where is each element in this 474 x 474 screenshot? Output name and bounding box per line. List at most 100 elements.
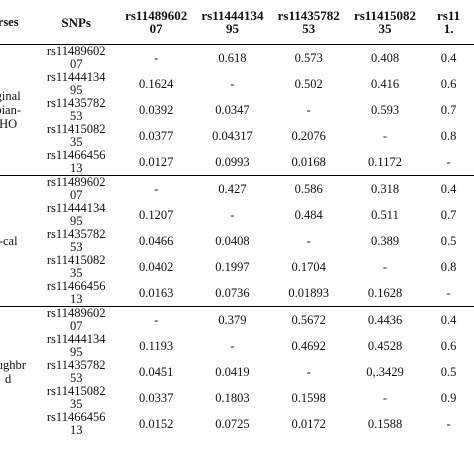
value-cell: - — [154, 312, 159, 327]
value-cell: 0.04317 — [212, 128, 253, 143]
value-cell: 0.4 — [440, 181, 457, 196]
value-cell: 0.1628 — [367, 285, 403, 300]
value-cell: 0.5 — [440, 364, 457, 379]
value-cell: 0.1704 — [291, 259, 326, 274]
value-cell: 0.4436 — [367, 312, 403, 327]
ld-table-container: rses SNPs rs11489602 07 rs11444134 95 rs11… — [0, 0, 474, 438]
table-row: rs11444134 95 0.1624 - 0.502 0.416 0.6 — [0, 71, 474, 97]
value-cell: 0.8 — [440, 259, 457, 274]
header-col: rs11489602 07 — [125, 8, 188, 36]
header-col: rs11435782 53 — [277, 8, 340, 36]
value-cell: 0.408 — [370, 50, 400, 65]
value-cell: 0.0163 — [138, 285, 174, 300]
value-cell: 0.0152 — [138, 416, 174, 431]
header-snps: SNPs — [61, 14, 91, 30]
value-cell: 0.427 — [218, 181, 247, 196]
value-cell: 0.0168 — [291, 154, 326, 169]
value-cell: - — [306, 364, 311, 379]
value-cell: 0.1997 — [215, 259, 250, 274]
value-cell: 0.0419 — [215, 364, 250, 379]
value-cell: 0.1588 — [367, 416, 403, 431]
snp-cell: rs11466456 13 — [46, 148, 106, 175]
snp-cell: rs11466456 13 — [46, 279, 106, 306]
header-col: rs11 1. — [437, 8, 461, 36]
value-cell: - — [446, 285, 451, 300]
value-cell: 0.0402 — [138, 259, 174, 274]
value-cell: 0.0993 — [215, 154, 250, 169]
value-cell: 0.4528 — [367, 338, 403, 353]
value-cell: 0.6 — [440, 338, 457, 353]
header-col: rs11415082 35 — [353, 8, 417, 36]
value-cell: 0.389 — [370, 233, 400, 248]
value-cell: 0.0736 — [215, 285, 250, 300]
header-col: rs11444134 95 — [201, 8, 264, 36]
value-cell: - — [154, 181, 159, 196]
value-cell: - — [230, 207, 235, 222]
snp-cell: rs11444134 95 — [46, 332, 106, 359]
table-row: rs11415082 35 0.0377 0.04317 0.2076 - 0.8 — [0, 123, 474, 149]
value-cell: 0.593 — [370, 102, 400, 117]
table-row: -cal rs11489602 07 - 0.427 0.586 0.318 0.4 — [0, 176, 474, 249]
value-cell: 0.0451 — [138, 364, 174, 379]
value-cell: 0.0392 — [138, 102, 174, 117]
value-cell: - — [154, 50, 159, 65]
snp-cell: rs11444134 95 — [46, 70, 106, 97]
value-cell: 0.1207 — [138, 207, 174, 222]
value-cell: 0.0347 — [215, 102, 250, 117]
value-cell: - — [382, 390, 388, 405]
table-row: rs11466456 13 0.0163 0.0736 0.01893 0.1628 - — [0, 280, 474, 307]
header-breed: rses — [0, 15, 19, 29]
table-row: rs11466456 13 0.0152 0.0725 0.0172 0.1588 - — [0, 411, 474, 437]
snp-cell: rs11435782 53 — [46, 96, 106, 123]
value-cell: 0.318 — [370, 181, 400, 196]
value-cell: 0.573 — [294, 50, 323, 65]
value-cell: 0.0127 — [138, 154, 174, 169]
value-cell: 0.1598 — [291, 390, 326, 405]
value-cell: - — [446, 416, 451, 431]
table-row: rs11444134 95 0.1207 - 0.484 0.511 0.7 — [0, 202, 474, 228]
table-row: rs11415082 35 0.0402 0.1997 0.1704 - 0.8 — [0, 254, 474, 280]
value-cell: 0.0725 — [215, 416, 250, 431]
value-cell: 0.511 — [371, 207, 399, 222]
snp-cell: rs11435782 53 — [46, 227, 106, 254]
value-cell: 0.484 — [294, 207, 323, 222]
value-cell: 0.0172 — [291, 416, 326, 431]
value-cell: - — [382, 128, 388, 143]
value-cell: 0.1624 — [138, 76, 174, 91]
table-row: rs11435782 53 0.0451 0.0419 - 0,.3429 0.5 — [0, 359, 474, 385]
snp-cell: rs11435782 53 — [46, 358, 106, 385]
value-cell: 0.1803 — [215, 390, 250, 405]
value-cell: 0.5672 — [291, 312, 326, 327]
value-cell: 0.379 — [218, 312, 247, 327]
value-cell: - — [306, 102, 311, 117]
value-cell: 0.1193 — [139, 338, 174, 353]
value-cell: 0.586 — [294, 181, 323, 196]
value-cell: 0.7 — [440, 102, 457, 117]
value-cell: 0.618 — [218, 50, 247, 65]
header-row: rses SNPs rs11489602 07 rs11444134 95 rs11… — [0, 0, 474, 45]
value-cell: - — [230, 338, 235, 353]
value-cell: 0.1172 — [368, 154, 402, 169]
snp-cell: rs11415082 35 — [46, 253, 106, 280]
breed-cell: ginalbian-HO — [0, 89, 22, 131]
table-row: rs11435782 53 0.0392 0.0347 - 0.593 0.7 — [0, 97, 474, 123]
value-cell: 0.7 — [440, 207, 457, 222]
snp-cell: rs11415082 35 — [46, 122, 106, 149]
value-cell: - — [382, 259, 388, 274]
value-cell: - — [306, 233, 311, 248]
value-cell: 0.01893 — [288, 285, 330, 300]
breed-cell: oughbrd — [0, 358, 26, 386]
value-cell: 0.4 — [440, 50, 457, 65]
value-cell: - — [230, 76, 235, 91]
snp-cell: rs11466456 13 — [46, 410, 106, 437]
breed-cell: -cal — [0, 234, 18, 248]
value-cell: 0.4 — [440, 312, 457, 327]
value-cell: 0.416 — [370, 76, 400, 91]
ld-table: rses SNPs rs11489602 07 rs11444134 95 rs11… — [0, 0, 474, 438]
value-cell: 0.0466 — [138, 233, 174, 248]
snp-cell: rs11489602 07 — [46, 44, 106, 71]
snp-cell: rs11444134 95 — [46, 201, 106, 228]
value-cell: 0.4692 — [291, 338, 326, 353]
